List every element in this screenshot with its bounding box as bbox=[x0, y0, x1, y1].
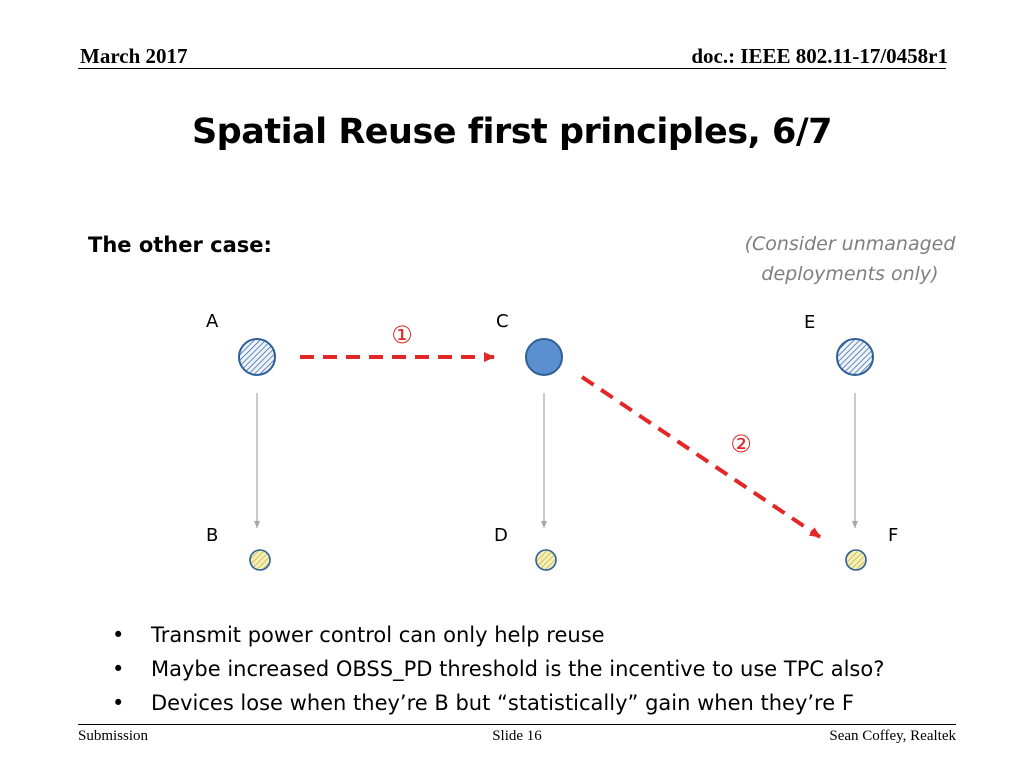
slide-title: Spatial Reuse first principles, 6/7 bbox=[191, 112, 833, 152]
scope-note-line-1: (Consider unmanaged bbox=[744, 233, 956, 255]
node-label-d: D bbox=[494, 525, 508, 546]
bullet-item: Transmit power control can only help reu… bbox=[112, 618, 884, 652]
bullet-item: Maybe increased OBSS_PD threshold is the… bbox=[112, 652, 884, 686]
node-b bbox=[249, 549, 271, 571]
step-label-2: ② bbox=[730, 430, 752, 458]
scope-note: (Consider unmanaged deployments only) bbox=[720, 229, 980, 289]
node-label-f: F bbox=[888, 525, 898, 546]
header-doc-id: doc.: IEEE 802.11-17/0458r1 bbox=[691, 44, 948, 68]
step-label-1: ① bbox=[391, 321, 413, 349]
bullet-list: Transmit power control can only help reu… bbox=[112, 618, 884, 720]
header-date: March 2017 bbox=[80, 44, 188, 68]
node-f bbox=[845, 549, 867, 571]
interference-c-to-f bbox=[580, 375, 822, 539]
node-label-a: A bbox=[206, 311, 219, 332]
node-d bbox=[535, 549, 557, 571]
node-a bbox=[238, 338, 276, 376]
slide-number: Slide 16 bbox=[492, 728, 542, 744]
node-e bbox=[836, 338, 874, 376]
subheading: The other case: bbox=[88, 233, 272, 257]
footer-divider bbox=[78, 724, 956, 725]
scope-note-line-2: deployments only) bbox=[761, 263, 939, 285]
footer-author: Sean Coffey, Realtek bbox=[829, 728, 956, 744]
header-divider bbox=[78, 68, 946, 69]
node-label-c: C bbox=[496, 311, 509, 332]
footer-submission: Submission bbox=[78, 728, 149, 744]
node-label-b: B bbox=[206, 525, 218, 546]
node-c bbox=[525, 338, 563, 376]
node-label-e: E bbox=[804, 312, 815, 333]
bullet-item: Devices lose when they’re B but “statist… bbox=[112, 686, 884, 720]
